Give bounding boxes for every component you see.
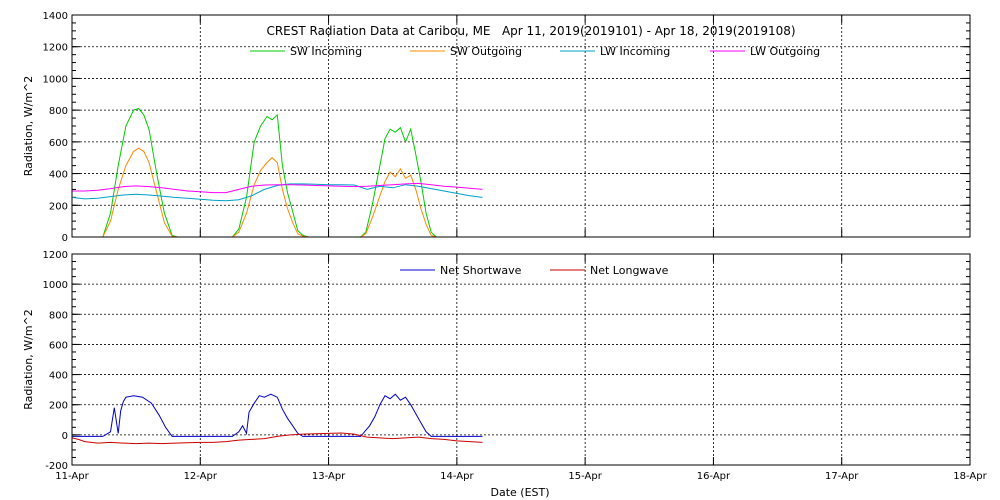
series-line-sw-incoming [72, 108, 437, 238]
series-line-net-shortwave [72, 393, 483, 437]
upper-plot-frame [71, 14, 971, 238]
upper-ytick-label: 400 [49, 170, 68, 181]
xtick-label: 11-Apr [55, 471, 89, 482]
upper-panel: 0 200 400 600 800 1000 1200 1400 Radiation, W/m^… [22, 11, 971, 244]
lower-ytick-label: 1000 [43, 280, 68, 291]
lower-ytick-label: 600 [49, 340, 68, 351]
xtick-label: 16-Apr [697, 471, 731, 482]
upper-ytick-label: 600 [49, 138, 68, 149]
lower-y-axis-label: Radiation, W/m^2 [22, 309, 35, 410]
legend-label-net-longwave: Net Longwave [590, 264, 669, 277]
lower-ytick-label: 1200 [43, 250, 68, 261]
lower-ytick-label: 400 [49, 371, 68, 382]
series-line-net-longwave [71, 432, 483, 445]
lower-plot-frame [71, 253, 971, 466]
series-line-sw-outgoing [72, 147, 437, 238]
x-axis-label: Date (EST) [490, 486, 549, 499]
xtick-label: 13-Apr [312, 471, 346, 482]
upper-y-axis-label: Radiation, W/m^2 [22, 76, 35, 177]
lower-ytick-label: 0 [62, 431, 68, 442]
upper-ytick-label: 0 [62, 233, 68, 244]
upper-ytick-label: 800 [49, 106, 68, 117]
upper-ytick-label: 1400 [43, 11, 68, 22]
xtick-label: 14-Apr [440, 471, 474, 482]
legend-label-sw-outgoing: SW Outgoing [450, 45, 522, 58]
lower-ytick-label: 800 [49, 310, 68, 321]
upper-ytick-label: 200 [49, 201, 68, 212]
legend-label-lw-outgoing: LW Outgoing [750, 45, 820, 58]
upper-ytick-label: 1200 [43, 43, 68, 54]
lower-ytick-label: 200 [49, 401, 68, 412]
xtick-label: 15-Apr [568, 471, 602, 482]
legend-label-lw-incoming: LW Incoming [600, 45, 670, 58]
chart-title: CREST Radiation Data at Caribou, ME Apr … [266, 24, 795, 38]
xtick-label: 17-Apr [825, 471, 859, 482]
series-line-lw-incoming [71, 183, 483, 202]
xtick-label: 18-Apr [953, 471, 987, 482]
series-line-lw-outgoing [72, 182, 483, 194]
upper-ytick-label: 1000 [43, 74, 68, 85]
legend-label-sw-incoming: SW Incoming [290, 45, 362, 58]
lower-panel: -200 0 200 400 600 800 1000 1200 11-Apr 12-Apr 13-… [22, 250, 988, 482]
legend-label-net-shortwave: Net Shortwave [440, 264, 522, 277]
xtick-label: 12-Apr [184, 471, 218, 482]
lower-ytick-label: -200 [45, 461, 68, 472]
